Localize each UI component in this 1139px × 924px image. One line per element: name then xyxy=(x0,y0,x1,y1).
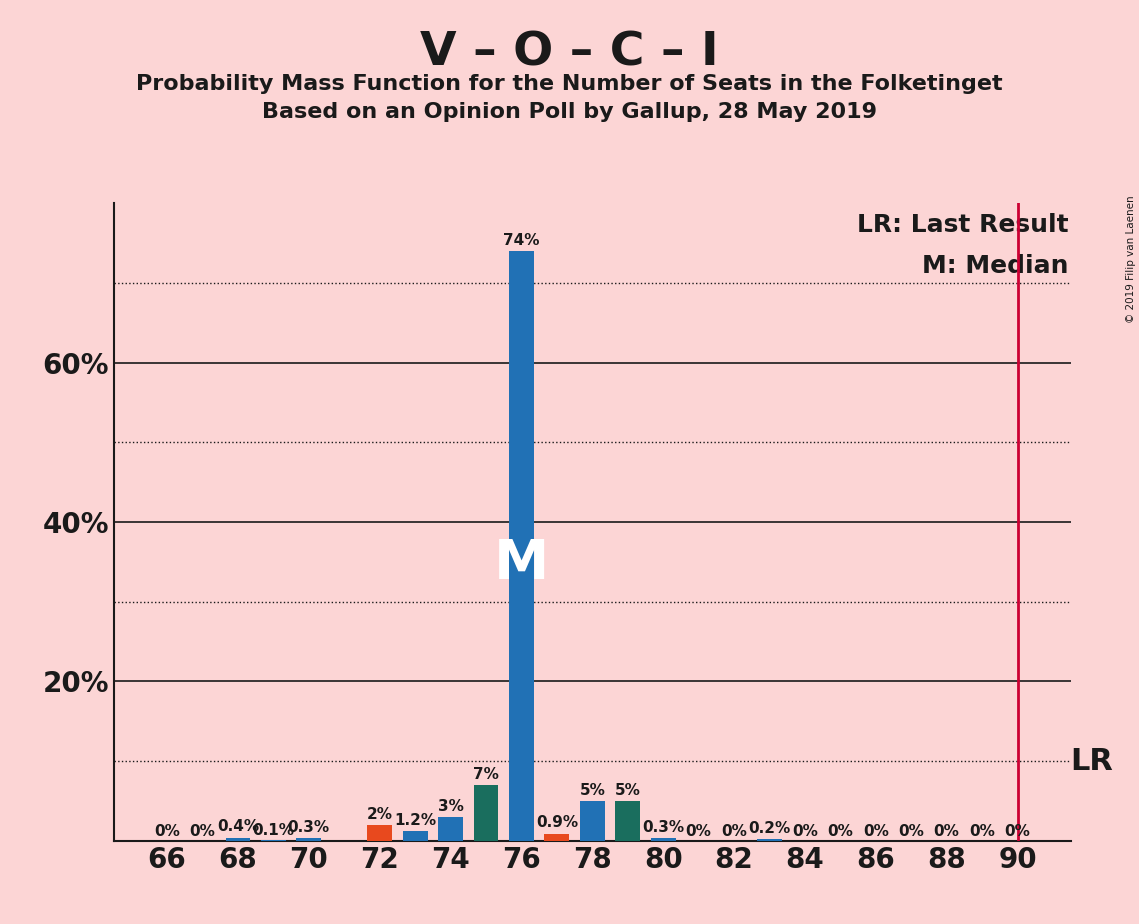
Bar xyxy=(474,785,499,841)
Text: LR: Last Result: LR: Last Result xyxy=(858,213,1068,237)
Bar xyxy=(439,817,462,841)
Text: 0%: 0% xyxy=(721,824,747,839)
Text: 0%: 0% xyxy=(792,824,818,839)
Bar xyxy=(580,801,605,841)
Text: Probability Mass Function for the Number of Seats in the Folketinget: Probability Mass Function for the Number… xyxy=(137,74,1002,94)
Text: 0%: 0% xyxy=(154,824,180,839)
Text: 2%: 2% xyxy=(367,807,393,821)
Text: © 2019 Filip van Laenen: © 2019 Filip van Laenen xyxy=(1126,195,1136,322)
Text: 0.9%: 0.9% xyxy=(535,816,577,831)
Text: 0.3%: 0.3% xyxy=(642,821,685,835)
Text: 1.2%: 1.2% xyxy=(394,813,436,828)
Text: 0.2%: 0.2% xyxy=(748,821,790,836)
Bar xyxy=(226,838,251,841)
Text: 0.3%: 0.3% xyxy=(288,821,330,835)
Text: LR: LR xyxy=(1071,747,1114,775)
Text: 74%: 74% xyxy=(503,233,540,248)
Bar xyxy=(615,801,640,841)
Text: 5%: 5% xyxy=(580,783,605,797)
Text: Based on an Opinion Poll by Gallup, 28 May 2019: Based on an Opinion Poll by Gallup, 28 M… xyxy=(262,102,877,122)
Text: 0%: 0% xyxy=(899,824,924,839)
Text: 0.4%: 0.4% xyxy=(216,820,259,834)
Bar xyxy=(509,251,534,841)
Bar xyxy=(403,832,427,841)
Bar xyxy=(650,838,675,841)
Text: 7%: 7% xyxy=(473,767,499,782)
Bar xyxy=(296,838,321,841)
Bar xyxy=(544,833,570,841)
Text: M: M xyxy=(494,537,549,590)
Text: 3%: 3% xyxy=(437,798,464,814)
Text: 0.1%: 0.1% xyxy=(253,823,294,838)
Text: V – O – C – I: V – O – C – I xyxy=(420,30,719,76)
Bar xyxy=(757,839,781,841)
Text: 0%: 0% xyxy=(934,824,959,839)
Bar xyxy=(367,825,392,841)
Text: 0%: 0% xyxy=(189,824,215,839)
Text: 0%: 0% xyxy=(1005,824,1031,839)
Text: 5%: 5% xyxy=(615,783,640,797)
Text: 0%: 0% xyxy=(969,824,995,839)
Text: 0%: 0% xyxy=(686,824,712,839)
Text: 0%: 0% xyxy=(827,824,853,839)
Text: M: Median: M: Median xyxy=(923,254,1068,278)
Text: 0%: 0% xyxy=(863,824,888,839)
